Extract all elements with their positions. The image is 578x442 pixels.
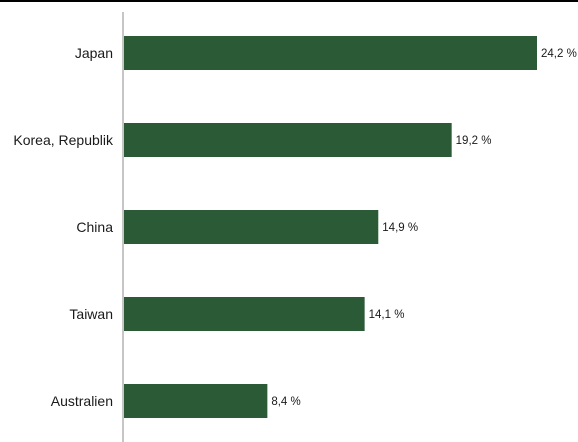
value-label: 24,2 %	[541, 48, 577, 60]
value-label: 19,2 %	[456, 135, 492, 147]
bar-taiwan	[124, 297, 365, 331]
category-label: Australien	[51, 393, 113, 409]
bar-korea-republik	[124, 123, 452, 157]
bar-australien	[124, 384, 268, 418]
category-label: Japan	[75, 45, 113, 61]
category-label: Korea, Republik	[13, 132, 114, 148]
value-label: 8,4 %	[271, 396, 300, 408]
value-label: 14,9 %	[382, 222, 418, 234]
category-label: China	[76, 219, 113, 235]
bar-china	[124, 210, 379, 244]
bar-japan	[124, 36, 537, 70]
bars-group	[124, 36, 537, 418]
value-label: 14,1 %	[369, 309, 405, 321]
category-label: Taiwan	[69, 306, 113, 322]
labels-group: Japan 24,2 % Korea, Republik 19,2 % China 14,…	[13, 45, 576, 409]
top-rule	[0, 0, 578, 2]
